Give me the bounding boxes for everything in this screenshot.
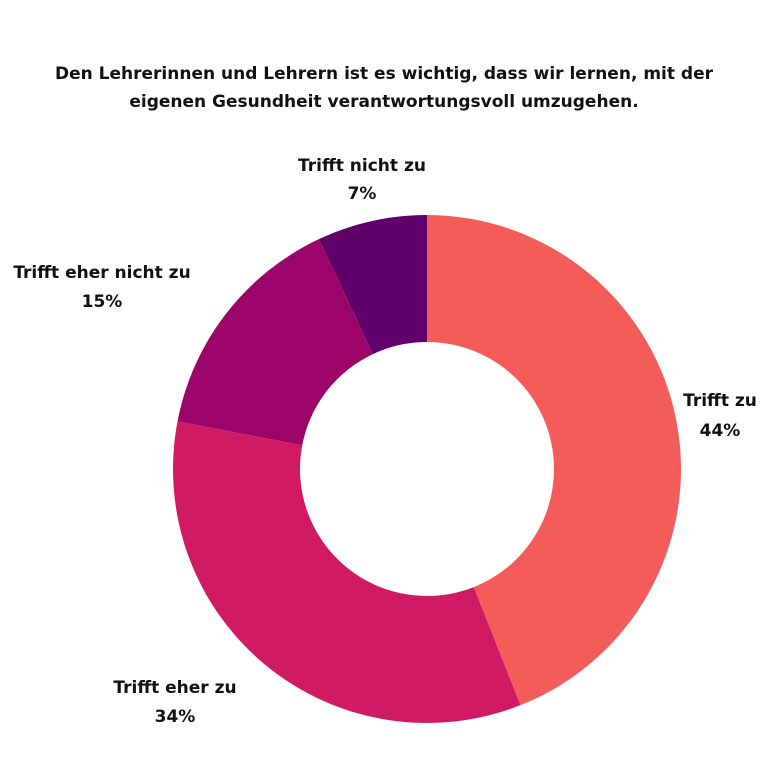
slice-label-value: 44%: [700, 421, 741, 441]
slice-trifft-nicht-zu: [318, 215, 427, 355]
slice-label-value: 34%: [155, 707, 196, 727]
slice-label-value: 7%: [348, 184, 377, 204]
slice-trifft-eher-nicht-zu: [177, 239, 373, 446]
slice-trifft-eher-zu: [173, 421, 521, 723]
slice-label-value: 15%: [82, 292, 123, 312]
slice-label-name: Trifft eher nicht zu: [13, 263, 190, 283]
slice-trifft-zu: [427, 215, 682, 706]
slice-label-name: Trifft zu: [683, 391, 757, 411]
slice-label-name: Trifft nicht zu: [298, 156, 426, 176]
donut-slices: [173, 215, 682, 723]
slice-label-name: Trifft eher zu: [113, 678, 236, 698]
slice-labels: Trifft zu 44% Trifft eher zu 34% Trifft eher…: [13, 156, 757, 727]
chart-title: Den Lehrerinnen und Lehrern ist es wicht…: [54, 64, 713, 112]
